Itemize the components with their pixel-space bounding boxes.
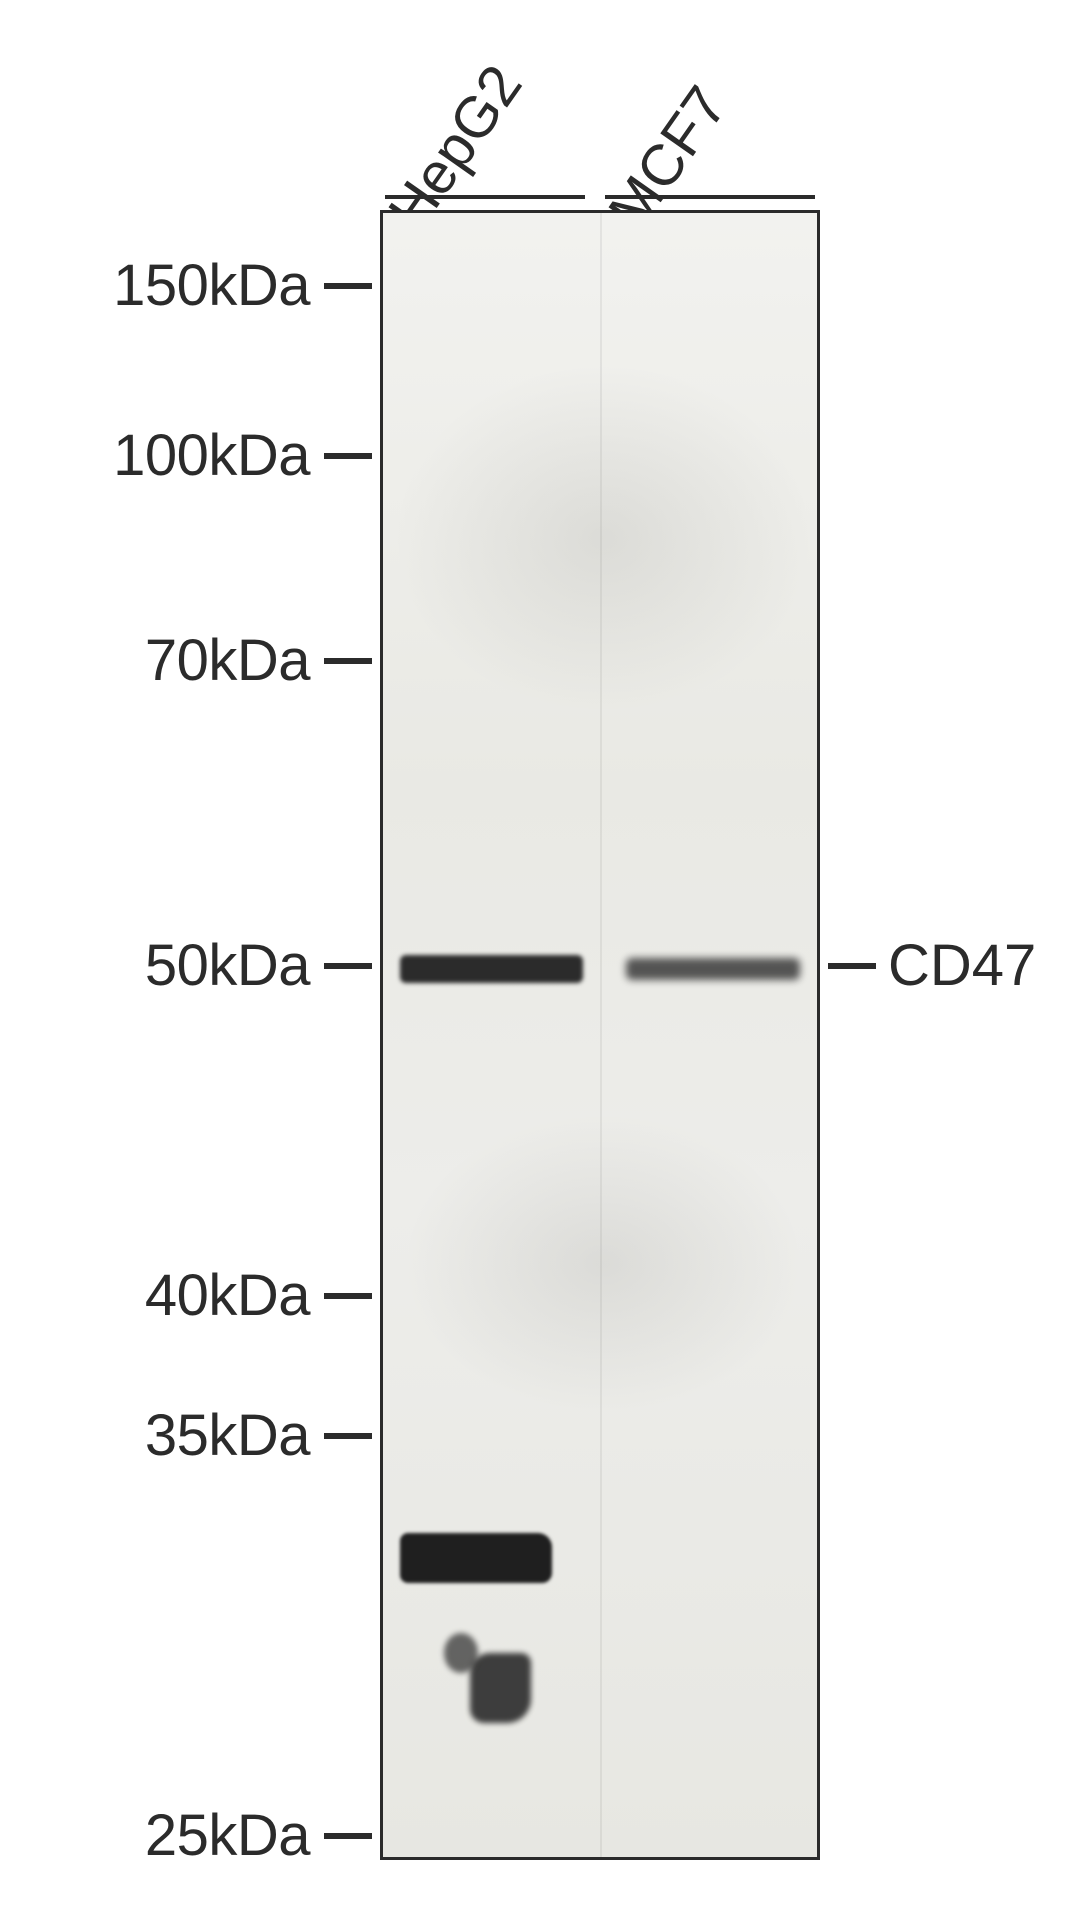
marker-50kda: 50kDa xyxy=(60,932,372,999)
marker-35kda: 35kDa xyxy=(60,1402,372,1469)
membrane-haze xyxy=(393,363,813,713)
band-30kda-hepg2 xyxy=(400,1533,552,1583)
marker-tick xyxy=(324,1833,372,1839)
marker-tick xyxy=(324,963,372,969)
lane-underline-hepg2 xyxy=(385,195,585,199)
marker-label: 100kDa xyxy=(60,422,310,489)
marker-label: 50kDa xyxy=(60,932,310,999)
band-cd47-mcf7 xyxy=(626,958,800,980)
marker-label: 40kDa xyxy=(60,1262,310,1329)
annotation-label: CD47 xyxy=(888,932,1036,999)
marker-label: 25kDa xyxy=(60,1802,310,1869)
band-smudge-hepg2 xyxy=(470,1653,531,1723)
marker-tick xyxy=(324,1293,372,1299)
marker-100kda: 100kDa xyxy=(60,422,372,489)
marker-tick xyxy=(324,453,372,459)
marker-label: 35kDa xyxy=(60,1402,310,1469)
marker-label: 150kDa xyxy=(60,252,310,319)
target-annotation-cd47: CD47 xyxy=(828,932,1036,999)
membrane-haze xyxy=(403,1113,803,1413)
marker-tick xyxy=(324,1433,372,1439)
marker-40kda: 40kDa xyxy=(60,1262,372,1329)
marker-tick xyxy=(324,658,372,664)
lane-underline-mcf7 xyxy=(605,195,815,199)
marker-label: 70kDa xyxy=(60,627,310,694)
band-cd47-hepg2 xyxy=(400,955,582,983)
blot-membrane xyxy=(380,210,820,1860)
marker-150kda: 150kDa xyxy=(60,252,372,319)
marker-tick xyxy=(324,283,372,289)
figure-canvas: HepG2 MCF7 150kDa 100kDa 70kDa 50kDa 40 xyxy=(0,0,1080,1918)
marker-70kda: 70kDa xyxy=(60,627,372,694)
annotation-tick xyxy=(828,963,876,969)
marker-25kda: 25kDa xyxy=(60,1802,372,1869)
